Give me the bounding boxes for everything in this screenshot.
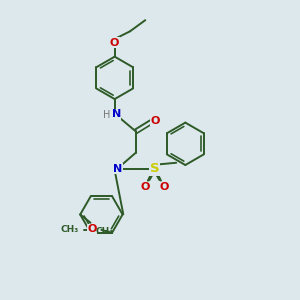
Text: O: O — [87, 224, 97, 234]
Text: N: N — [112, 110, 121, 119]
Text: O: O — [110, 38, 119, 47]
Text: S: S — [150, 162, 159, 175]
Text: CH₃: CH₃ — [61, 225, 79, 234]
Text: N: N — [113, 164, 122, 174]
Text: O: O — [159, 182, 169, 192]
Text: H: H — [103, 110, 110, 120]
Text: O: O — [140, 182, 150, 192]
Text: CH₃: CH₃ — [96, 227, 114, 236]
Text: O: O — [151, 116, 160, 126]
